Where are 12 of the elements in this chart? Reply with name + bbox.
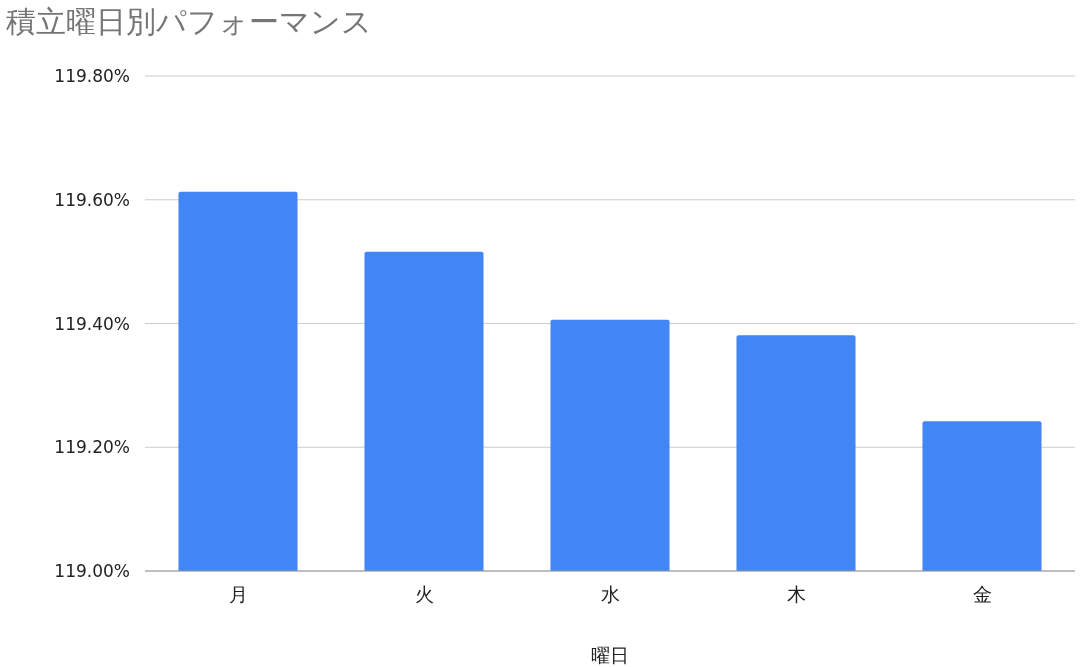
x-tick-label: 水 (600, 583, 620, 605)
x-tick-label: 木 (786, 583, 806, 605)
y-tick-label: 119.60% (54, 189, 130, 210)
x-tick-label: 月 (228, 583, 248, 605)
chart-title: 積立曜日別パフォーマンス (6, 4, 372, 39)
y-tick-label: 119.00% (54, 561, 130, 581)
y-tick-label: 119.80% (54, 66, 130, 86)
x-tick-label: 火 (414, 583, 434, 605)
y-tick-label: 119.40% (54, 313, 130, 334)
y-tick-label: 119.20% (54, 437, 130, 458)
x-tick-label: 金 (972, 583, 992, 605)
x-axis-title: 曜日 (591, 644, 629, 666)
